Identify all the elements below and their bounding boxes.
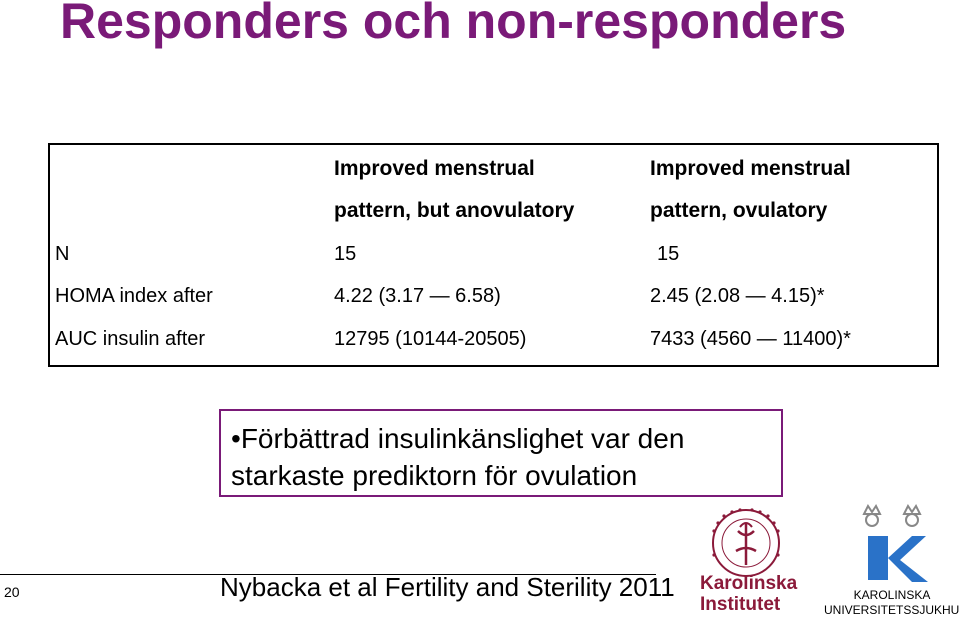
row-auc-col2: 7433 (4560 — 11400)* — [650, 328, 851, 350]
karolinska-institutet-name: Karolinska Institutet — [700, 573, 800, 615]
row-n-col1: 15 — [334, 243, 357, 265]
row-homa-col2: 2.45 (2.08 — 4.15)* — [650, 285, 825, 307]
conclusion-callout: •Förbättrad insulinkänslighet var den st… — [219, 409, 783, 497]
ks-name-line2: UNIVERSITETSSJUKHUSET — [824, 603, 960, 617]
col1-header-line2: pattern, but anovulatory — [334, 199, 575, 222]
karolinska-sjukhuset-logo-icon — [862, 504, 928, 582]
row-auc-label: AUC insulin after — [55, 328, 206, 350]
karolinska-sjukhuset-name: KAROLINSKA UNIVERSITETSSJUKHUSET — [824, 588, 960, 618]
citation-divider — [0, 574, 656, 575]
slide-number: 20 — [4, 584, 20, 600]
row-n-col2: 15 — [657, 243, 680, 265]
ki-name-line2: Institutet — [700, 594, 781, 615]
col1-header-line1: Improved menstrual — [334, 157, 535, 180]
conclusion-text: Förbättrad insulinkänslighet var den sta… — [231, 423, 685, 491]
results-table: Improved menstrual pattern, but anovulat… — [48, 143, 939, 367]
slide-title: Responders och non-responders — [60, 0, 847, 49]
citation: Nybacka et al Fertility and Sterility 20… — [220, 572, 675, 602]
row-n-label: N — [55, 243, 70, 265]
ks-name-line1: KAROLINSKA — [853, 588, 931, 602]
ki-name-line1: Karolinska — [700, 573, 798, 594]
row-auc-col1: 12795 (10144-20505) — [334, 328, 527, 350]
row-homa-label: HOMA index after — [55, 285, 213, 307]
col2-header-line1: Improved menstrual — [650, 157, 851, 180]
row-homa-col1: 4.22 (3.17 — 6.58) — [334, 285, 501, 307]
bullet: • — [231, 423, 241, 454]
col2-header-line2: pattern, ovulatory — [650, 199, 828, 222]
karolinska-institutet-seal-icon — [712, 508, 780, 577]
